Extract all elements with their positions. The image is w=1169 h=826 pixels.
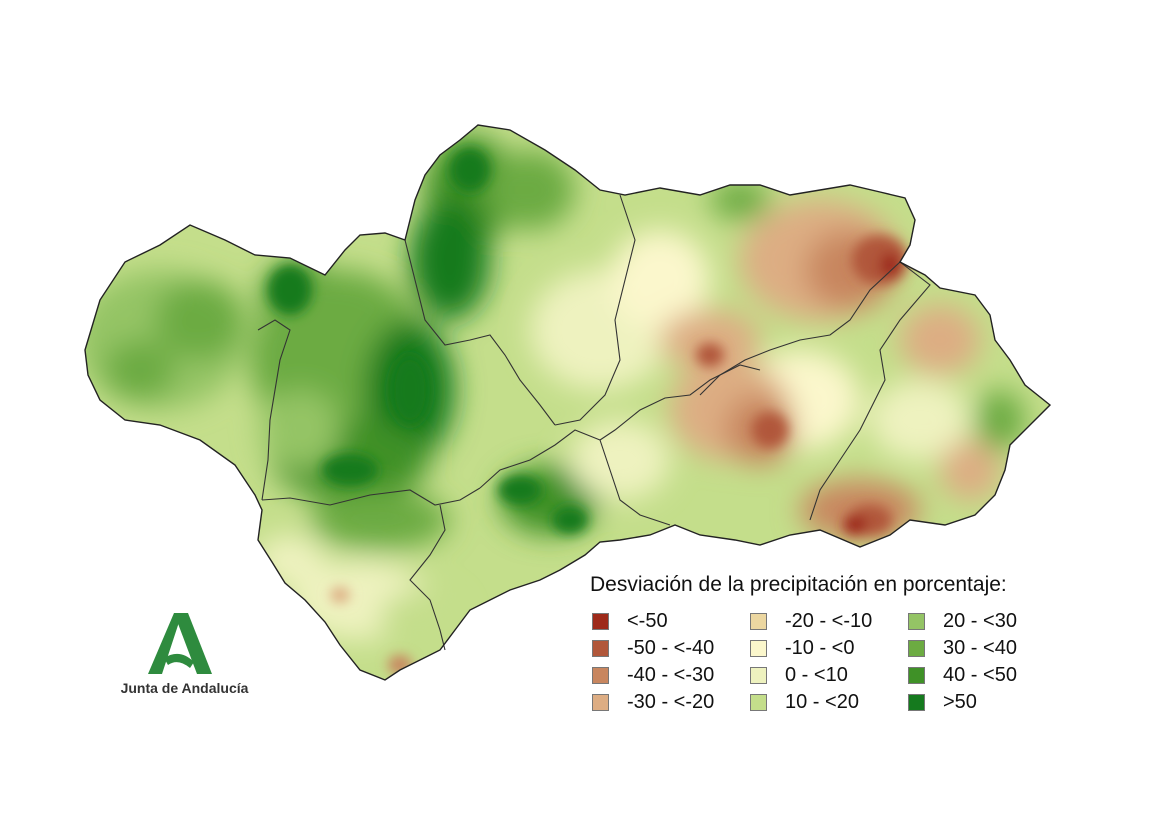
precipitation-field xyxy=(85,125,1050,680)
legend-swatch xyxy=(592,693,609,711)
legend-item: -50 - <-40 xyxy=(592,636,714,660)
legend-swatch xyxy=(908,693,925,711)
legend-label: >50 xyxy=(943,690,977,713)
border-granada-almeria xyxy=(809,261,931,521)
legend-label: -40 - <-30 xyxy=(627,663,715,686)
border-sevilla-malaga xyxy=(479,429,601,489)
junta-andalucia-logo: Junta de Andalucía xyxy=(112,610,262,700)
legend-swatch xyxy=(908,639,925,657)
legend-label: <-50 xyxy=(627,609,668,632)
legend-item: 20 - <30 xyxy=(908,609,1017,633)
border-sevilla-cordoba xyxy=(404,239,556,426)
legend-label: 0 - <10 xyxy=(785,663,848,686)
legend-swatch xyxy=(750,612,767,630)
legend-label: 20 - <30 xyxy=(943,609,1017,632)
legend-swatch xyxy=(750,639,767,657)
legend-label: 10 - <20 xyxy=(785,690,859,713)
legend-item: 10 - <20 xyxy=(750,690,859,714)
legend-item: 30 - <40 xyxy=(908,636,1017,660)
legend-item: -30 - <-20 xyxy=(592,690,714,714)
legend-item: -10 - <0 xyxy=(750,636,854,660)
border-jaen-granada xyxy=(699,261,901,396)
legend-item: >50 xyxy=(908,690,977,714)
legend-swatch xyxy=(592,666,609,684)
legend-swatch xyxy=(750,693,767,711)
border-malaga-south xyxy=(599,439,671,526)
legend-swatch xyxy=(592,639,609,657)
legend-swatch xyxy=(750,666,767,684)
legend-item: -20 - <-10 xyxy=(750,609,872,633)
border-sevilla-cadiz xyxy=(261,487,481,506)
border-cadiz-malaga xyxy=(409,504,446,651)
legend-label: -20 - <-10 xyxy=(785,609,873,632)
border-cordoba-jaen xyxy=(554,194,636,426)
legend-item: 40 - <50 xyxy=(908,663,1017,687)
legend-title: Desviación de la precipitación en porcen… xyxy=(590,573,1007,596)
logo-text: Junta de Andalucía xyxy=(120,680,249,696)
legend-label: -50 - <-40 xyxy=(627,636,715,659)
logo-a-icon xyxy=(148,613,212,674)
border-huelva-sevilla xyxy=(257,319,291,501)
border-malaga-granada xyxy=(599,364,761,441)
legend-label: -30 - <-20 xyxy=(627,690,715,713)
legend-item: <-50 xyxy=(592,609,668,633)
legend-label: -10 - <0 xyxy=(785,636,855,659)
legend-item: 0 - <10 xyxy=(750,663,848,687)
legend-swatch xyxy=(908,612,925,630)
legend-label: 40 - <50 xyxy=(943,663,1017,686)
legend-label: 30 - <40 xyxy=(943,636,1017,659)
province-borders xyxy=(257,194,931,651)
legend-swatch xyxy=(592,612,609,630)
legend-swatch xyxy=(908,666,925,684)
legend-item: -40 - <-30 xyxy=(592,663,714,687)
